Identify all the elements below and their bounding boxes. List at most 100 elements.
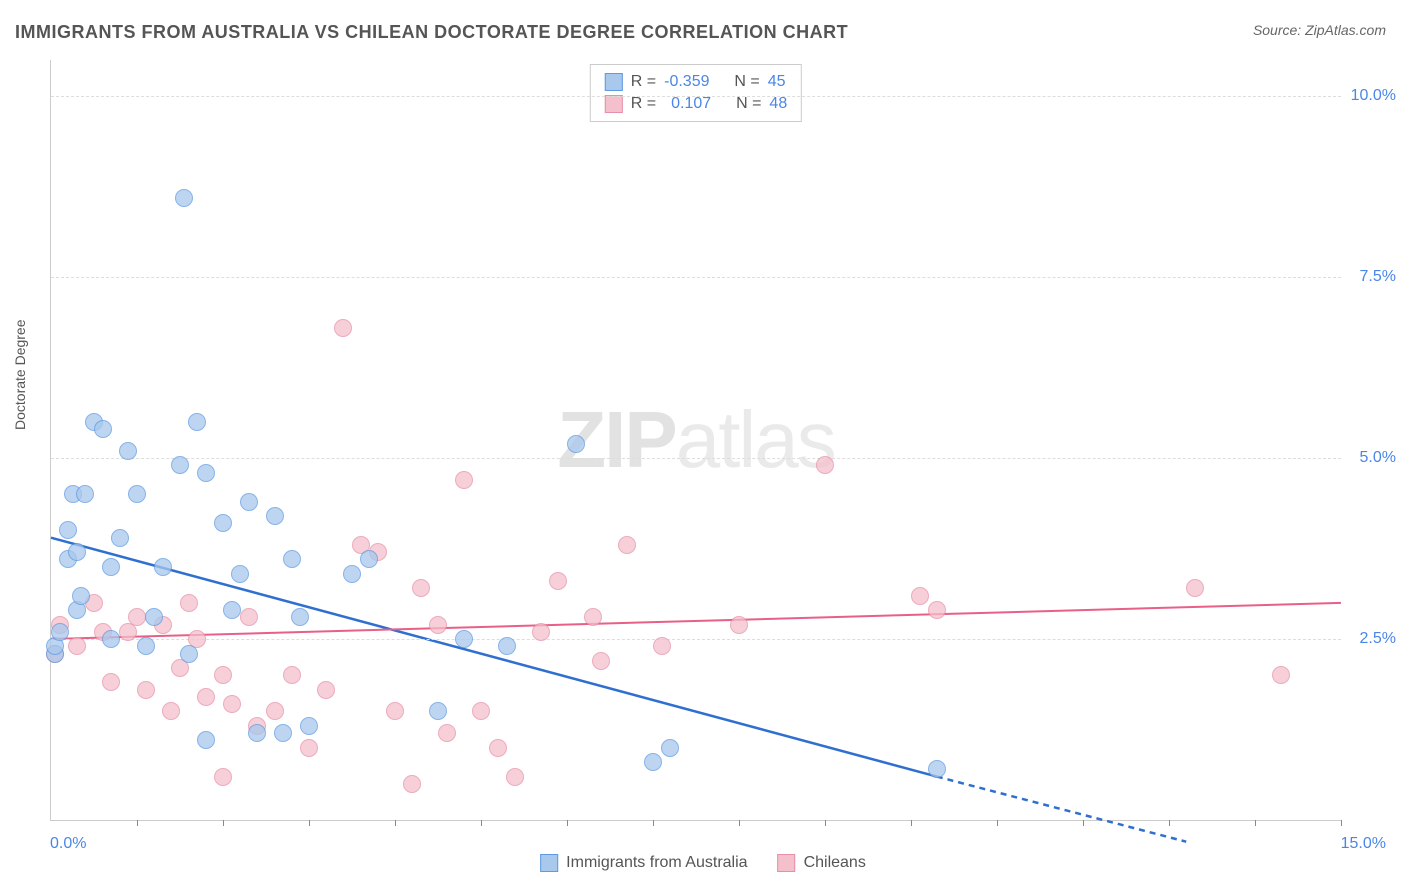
scatter-point-b: [1186, 579, 1204, 597]
x-tick: [653, 820, 654, 826]
regression-lines: [51, 60, 1341, 820]
scatter-point-a: [94, 420, 112, 438]
scatter-point-b: [412, 579, 430, 597]
x-tick: [1169, 820, 1170, 826]
scatter-point-b: [128, 608, 146, 626]
gridline-h: [51, 639, 1341, 640]
scatter-point-b: [300, 739, 318, 757]
scatter-point-b: [266, 702, 284, 720]
scatter-point-b: [162, 702, 180, 720]
y-tick-label: 7.5%: [1360, 268, 1396, 286]
n-value-a: 45: [768, 71, 786, 93]
scatter-point-a: [266, 507, 284, 525]
scatter-point-a: [197, 464, 215, 482]
scatter-point-b: [180, 594, 198, 612]
scatter-point-a: [274, 724, 292, 742]
x-tick: [1083, 820, 1084, 826]
scatter-point-b: [197, 688, 215, 706]
scatter-point-a: [197, 731, 215, 749]
scatter-point-b: [334, 319, 352, 337]
gridline-h: [51, 458, 1341, 459]
scatter-point-a: [188, 413, 206, 431]
scatter-point-a: [455, 630, 473, 648]
scatter-point-b: [429, 616, 447, 634]
source-label: Source: ZipAtlas.com: [1253, 22, 1386, 38]
scatter-point-b: [438, 724, 456, 742]
scatter-point-a: [214, 514, 232, 532]
scatter-point-b: [137, 681, 155, 699]
scatter-point-b: [317, 681, 335, 699]
x-tick: [567, 820, 568, 826]
scatter-point-b: [928, 601, 946, 619]
scatter-point-a: [128, 485, 146, 503]
x-tick: [223, 820, 224, 826]
scatter-point-b: [386, 702, 404, 720]
x-tick: [481, 820, 482, 826]
scatter-point-b: [403, 775, 421, 793]
x-tick: [825, 820, 826, 826]
y-tick-label: 2.5%: [1360, 630, 1396, 648]
scatter-point-b: [549, 572, 567, 590]
scatter-point-b: [455, 471, 473, 489]
x-tick: [997, 820, 998, 826]
x-origin-label: 0.0%: [50, 835, 86, 853]
x-tick: [395, 820, 396, 826]
swatch-series-b: [778, 854, 796, 872]
x-tick: [137, 820, 138, 826]
scatter-point-b: [102, 673, 120, 691]
x-max-label: 15.0%: [1341, 835, 1386, 853]
scatter-point-b: [472, 702, 490, 720]
legend-item-a: Immigrants from Australia: [540, 854, 747, 872]
y-tick-label: 10.0%: [1351, 87, 1396, 105]
scatter-point-a: [498, 637, 516, 655]
scatter-point-b: [283, 666, 301, 684]
scatter-point-a: [51, 623, 69, 641]
r-value-a: -0.359: [664, 71, 709, 93]
x-tick: [309, 820, 310, 826]
scatter-point-a: [76, 485, 94, 503]
scatter-point-a: [300, 717, 318, 735]
scatter-point-a: [171, 456, 189, 474]
legend-label-a: Immigrants from Australia: [566, 854, 747, 872]
swatch-series-a: [605, 73, 623, 91]
scatter-point-a: [111, 529, 129, 547]
swatch-series-b: [605, 95, 623, 113]
scatter-point-a: [102, 558, 120, 576]
scatter-point-b: [730, 616, 748, 634]
scatter-point-b: [653, 637, 671, 655]
scatter-point-a: [102, 630, 120, 648]
scatter-point-b: [489, 739, 507, 757]
scatter-plot: ZIPatlas R = -0.359 N = 45 R = 0.107 N =…: [50, 60, 1341, 821]
scatter-point-b: [592, 652, 610, 670]
scatter-point-b: [214, 666, 232, 684]
scatter-point-a: [248, 724, 266, 742]
scatter-point-a: [145, 608, 163, 626]
scatter-point-a: [119, 442, 137, 460]
scatter-point-b: [532, 623, 550, 641]
legend-item-b: Chileans: [778, 854, 866, 872]
scatter-point-a: [429, 702, 447, 720]
x-tick: [1341, 820, 1342, 826]
scatter-point-a: [175, 189, 193, 207]
scatter-point-a: [661, 739, 679, 757]
scatter-point-a: [72, 587, 90, 605]
swatch-series-a: [540, 854, 558, 872]
x-tick: [1255, 820, 1256, 826]
scatter-point-b: [584, 608, 602, 626]
scatter-point-a: [291, 608, 309, 626]
scatter-point-a: [68, 543, 86, 561]
scatter-point-a: [644, 753, 662, 771]
scatter-point-a: [283, 550, 301, 568]
gridline-h: [51, 277, 1341, 278]
scatter-point-a: [360, 550, 378, 568]
scatter-point-a: [180, 645, 198, 663]
gridline-h: [51, 96, 1341, 97]
scatter-point-b: [223, 695, 241, 713]
scatter-point-a: [59, 521, 77, 539]
legend-label-b: Chileans: [804, 854, 866, 872]
chart-title: IMMIGRANTS FROM AUSTRALIA VS CHILEAN DOC…: [15, 22, 848, 43]
legend-row-a: R = -0.359 N = 45: [605, 71, 787, 93]
scatter-point-b: [506, 768, 524, 786]
scatter-point-a: [231, 565, 249, 583]
scatter-point-b: [1272, 666, 1290, 684]
